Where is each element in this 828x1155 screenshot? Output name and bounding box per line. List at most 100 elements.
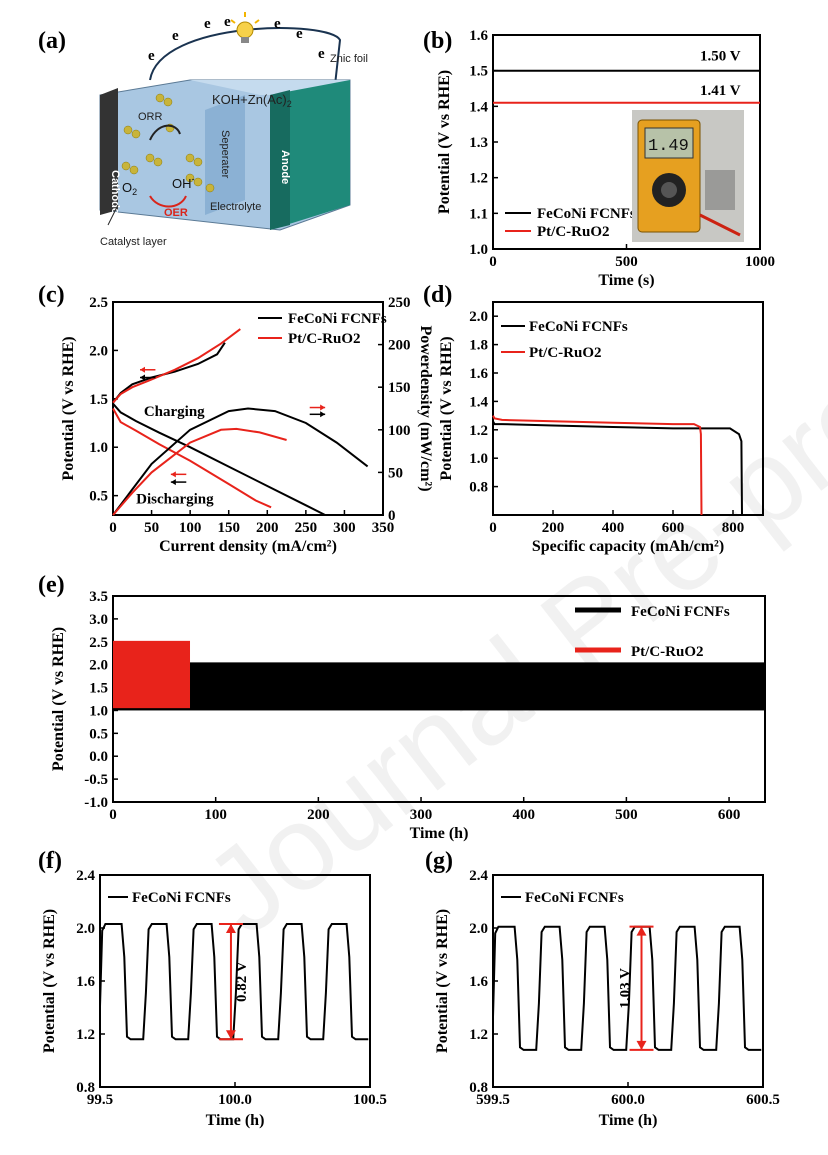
chart-panel-e: 0 100 200 300 400 500 600 -1.0 -0.5 0.0 0.5 1.0 1.5 2… — [50, 589, 766, 842]
arrow-head-down — [636, 1040, 647, 1050]
legend-label: Pt/C-RuO2 — [529, 345, 602, 361]
y-tick-label: 1.5 — [89, 681, 108, 697]
y-tick-label: 1.8 — [469, 338, 488, 354]
panel-label-b: (b) — [423, 28, 452, 54]
electrolyte-label: Electrolyte — [210, 201, 261, 213]
x-tick-label: 600.5 — [746, 1092, 780, 1108]
legend-label: FeCoNi FCNFs — [529, 319, 628, 335]
annotation-1-41v: 1.41 V — [700, 83, 741, 99]
legend-label: FeCoNi FCNFs — [525, 890, 624, 906]
panel-label-c: (c) — [38, 282, 65, 308]
y-tick-label: 1.5 — [469, 64, 488, 80]
x-axis-label: Time (h) — [206, 1112, 265, 1129]
y-tick-label: 1.4 — [469, 394, 488, 410]
electron-label: e — [204, 16, 211, 32]
x-tick-label: 200 — [256, 520, 279, 536]
panel-label-e: (e) — [38, 572, 65, 598]
cathode-plate — [100, 88, 118, 215]
y-axis-label: Potential (V vs RHE) — [41, 909, 58, 1053]
y-tick-label: 2.0 — [89, 658, 108, 674]
y-tick-label: 1.6 — [469, 974, 488, 990]
y-tick-label: 2.5 — [89, 635, 108, 651]
y-tick-label: 1.2 — [469, 1027, 488, 1043]
catalyst-layer-label: Catalyst layer — [100, 236, 167, 248]
electron-label: e — [318, 46, 325, 62]
oh-label: OH- — [172, 174, 195, 191]
series-line-1 — [492, 415, 703, 516]
x-axis-label: Time (h) — [599, 1112, 658, 1129]
annotation-1-50v: 1.50 V — [700, 49, 741, 65]
x-tick-label: 500 — [615, 807, 638, 823]
x-tick-label: 99.5 — [87, 1092, 113, 1108]
legend-label: Pt/C-RuO2 — [631, 644, 704, 660]
orr-label: ORR — [138, 111, 163, 123]
x-axis-label: Specific capacity (mAh/cm²) — [532, 538, 724, 555]
y-tick-label: 1.6 — [76, 974, 95, 990]
x-tick-label: 100.0 — [218, 1092, 252, 1108]
x-tick-label: 350 — [372, 520, 395, 536]
x-tick-label: 300 — [410, 807, 433, 823]
light-bulb-icon — [230, 12, 260, 43]
y-tick-label: 1.1 — [469, 206, 488, 222]
legend-label: FeCoNi FCNFs — [288, 311, 387, 327]
y-tick-label: 1.6 — [469, 28, 488, 44]
series-line — [99, 923, 369, 1041]
y2-tick-label: 150 — [388, 380, 411, 396]
oer-arrow-icon — [149, 195, 187, 208]
series-line — [492, 925, 762, 1051]
cathode-label: Cathode — [109, 170, 121, 214]
separator-sheet — [205, 95, 245, 215]
orr-arrow-icon — [149, 124, 181, 141]
y-tick-label: 1.0 — [89, 440, 108, 456]
electron-label: e — [224, 14, 231, 30]
series-line-power — [112, 427, 287, 516]
panel-label-g: (g) — [425, 848, 453, 874]
y-tick-label: 1.2 — [469, 423, 488, 439]
x-tick-label: 100 — [204, 807, 227, 823]
x-axis-label: Current density (mA/cm²) — [159, 538, 337, 555]
y-tick-label: 2.4 — [469, 868, 488, 884]
y-axis-label: Potential (V vs RHE) — [60, 336, 77, 480]
series-band-1 — [113, 640, 191, 709]
panel-label-d: (d) — [423, 282, 452, 308]
x-tick-label: 0 — [109, 520, 117, 536]
x-tick-label: 800 — [722, 520, 745, 536]
y-tick-label: 1.0 — [469, 451, 488, 467]
left-arrow-icon-head — [140, 366, 145, 373]
series-line-power — [112, 407, 369, 516]
y-tick-label: 1.0 — [469, 242, 488, 258]
x-tick-label: 0 — [489, 254, 497, 270]
x-tick-label: 150 — [217, 520, 240, 536]
x-tick-label: 200 — [307, 807, 330, 823]
x-tick-label: 1000 — [745, 254, 775, 270]
x-axis-label: Time (h) — [410, 825, 469, 842]
y-tick-label: 1.0 — [89, 703, 108, 719]
y2-tick-label: 100 — [388, 423, 411, 439]
y-tick-label: 0.8 — [76, 1080, 95, 1096]
y-tick-label: 2.0 — [89, 343, 108, 359]
y-tick-label: 1.2 — [76, 1027, 95, 1043]
panel-label-f: (f) — [38, 848, 62, 874]
series-band-0 — [113, 662, 765, 711]
x-tick-label: 100.5 — [353, 1092, 387, 1108]
y-axis-label: Potential (V vs RHE) — [438, 336, 455, 480]
left-arrow-icon-head — [140, 374, 145, 381]
series-line-discharging — [112, 403, 326, 516]
y-tick-label: 0.5 — [89, 489, 108, 505]
multimeter-photo: 1.49 — [632, 110, 744, 242]
electron-label: e — [172, 28, 179, 44]
right-arrow-icon-head — [320, 411, 326, 418]
arrow-head-up — [636, 926, 647, 936]
y2-tick-label: 50 — [388, 465, 403, 481]
y-tick-label: 1.6 — [469, 366, 488, 382]
x-tick-label: 100 — [179, 520, 202, 536]
chart-panel-f: 99.5 100.0 100.5 0.8 1.2 1.6 2.0 2.4 Time (h) Pot… — [41, 868, 387, 1129]
x-tick-label: 300 — [333, 520, 356, 536]
y2-tick-label: 200 — [388, 338, 411, 354]
x-tick-label: 600 — [718, 807, 741, 823]
legend-label: FeCoNi FCNFs — [132, 890, 231, 906]
chart-panel-g: 599.5 600.0 600.5 0.8 1.2 1.6 2.0 2.4 Time (h) Po… — [434, 868, 780, 1129]
discharging-annotation: Discharging — [136, 491, 214, 507]
watermark: Journal Pre-proofs — [181, 247, 828, 960]
